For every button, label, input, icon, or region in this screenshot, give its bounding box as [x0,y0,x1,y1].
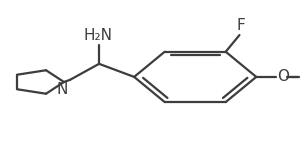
Text: H₂N: H₂N [83,28,112,43]
Text: F: F [237,18,245,33]
Text: N: N [57,82,68,98]
Text: O: O [277,69,289,84]
